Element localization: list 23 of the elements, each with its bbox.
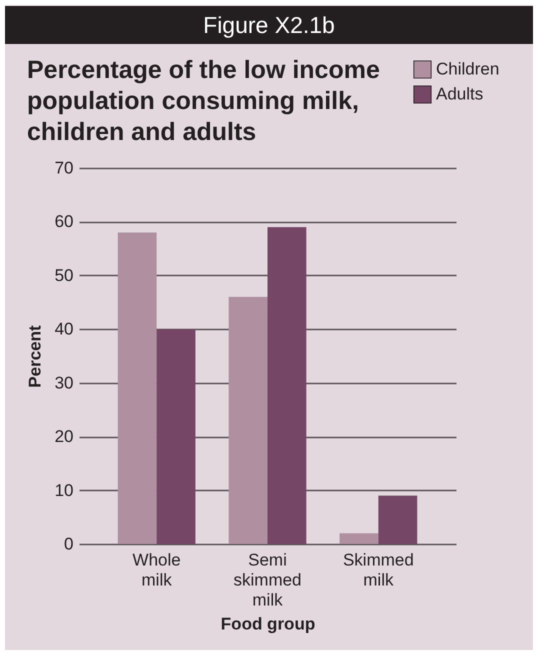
x-axis-title: Food group bbox=[220, 614, 316, 634]
x-tick-label: Whole milk bbox=[132, 550, 181, 590]
legend-label: Children bbox=[436, 60, 500, 78]
y-tick-label: 20 bbox=[54, 427, 74, 446]
y-tick-label: 70 bbox=[54, 158, 74, 178]
y-tick-label: 60 bbox=[54, 212, 74, 232]
bar bbox=[118, 232, 157, 544]
y-axis-title: Percent bbox=[26, 324, 45, 388]
bar bbox=[268, 227, 306, 544]
y-tick-label: 50 bbox=[54, 266, 74, 285]
chart-title: Figure X2.1b bbox=[5, 6, 533, 44]
bar bbox=[156, 329, 196, 544]
legend-label: Adults bbox=[436, 84, 484, 104]
chart-subtitle: Percentage of the low income population consuming milk, children and adults bbox=[27, 55, 381, 148]
y-tick-label: 0 bbox=[64, 534, 74, 554]
x-tick-label: Semi skimmed milk bbox=[233, 550, 302, 610]
y-tick-label: 40 bbox=[54, 320, 74, 339]
y-tick-label: 10 bbox=[54, 480, 74, 500]
y-tick-label: 30 bbox=[54, 373, 74, 392]
bar bbox=[378, 496, 418, 544]
bar bbox=[340, 533, 378, 544]
x-tick-label: Skimmed milk bbox=[342, 550, 414, 590]
bar bbox=[228, 296, 268, 544]
